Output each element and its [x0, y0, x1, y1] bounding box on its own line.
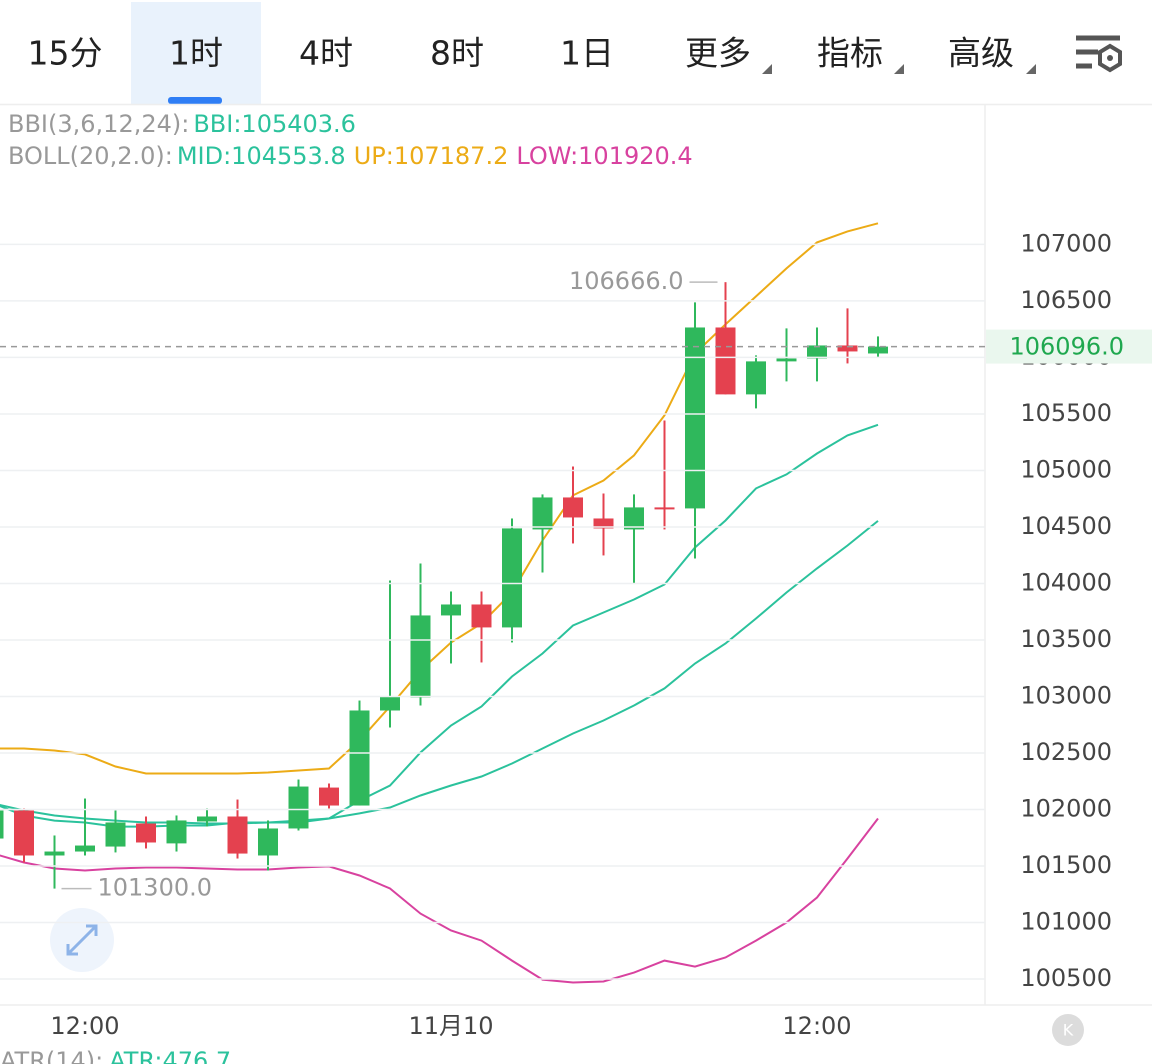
footer-indicator-value: ATR:476.7	[109, 1047, 231, 1064]
x-tick-label: 12:00	[782, 1012, 851, 1040]
selected-tab-indicator	[168, 97, 222, 104]
indicator-value: MID:104553.8	[177, 142, 346, 170]
indicator-label: BBI(3,6,12,24):	[8, 110, 189, 138]
candle-body	[471, 604, 492, 628]
candle-body	[166, 820, 187, 844]
indicator-value: BBI:105403.6	[193, 110, 356, 138]
candle-body	[136, 823, 156, 843]
indicator-label: BOLL(20,2.0):	[8, 142, 173, 170]
indicator-line	[0, 520, 879, 825]
candle-body	[502, 528, 522, 628]
scroll-latest-icon: K	[1063, 1021, 1074, 1040]
dropdown-arrow	[894, 64, 904, 74]
candle-body	[380, 696, 400, 711]
x-tick-label: 11月10	[408, 1012, 493, 1040]
tab[interactable]: 高级	[948, 34, 1014, 73]
last-price-box	[986, 329, 1152, 364]
settings-icon[interactable]	[1076, 35, 1122, 73]
candle-body	[349, 710, 370, 806]
tab[interactable]: 4时	[299, 34, 353, 73]
candle-body	[441, 604, 461, 616]
indicator-line	[0, 222, 879, 775]
candle-body	[746, 361, 766, 395]
candle-body	[75, 845, 95, 852]
candle-body	[563, 497, 583, 518]
y-tick-label: 104500	[1020, 512, 1112, 540]
candle-body	[14, 810, 34, 856]
x-tick-label: 12:00	[50, 1012, 119, 1040]
candle-body	[44, 851, 65, 856]
selected-tab-bg	[131, 2, 261, 104]
candle-body	[0, 810, 4, 839]
dropdown-arrow	[1026, 64, 1036, 74]
y-tick-label: 106500	[1020, 286, 1112, 314]
candle-body	[258, 828, 278, 856]
candle-body	[532, 497, 553, 530]
y-tick-label: 107000	[1020, 229, 1112, 257]
candle-body	[227, 816, 248, 854]
candle-body	[685, 327, 705, 509]
y-tick-label: 103000	[1020, 681, 1112, 709]
max-marker-label: 106666.0	[569, 267, 684, 295]
indicator-value: LOW:101920.4	[516, 142, 692, 170]
tab[interactable]: 更多	[685, 34, 751, 73]
y-tick-label: 102500	[1020, 738, 1112, 766]
y-tick-label: 105000	[1020, 455, 1112, 483]
min-marker-label: 101300.0	[98, 874, 213, 902]
tab[interactable]: 15分	[28, 34, 103, 73]
candle-body	[288, 786, 309, 829]
y-tick-label: 101000	[1020, 908, 1112, 936]
tab[interactable]: 指标	[817, 34, 883, 73]
candle-body	[776, 358, 797, 362]
dropdown-arrow	[762, 64, 772, 74]
candle-body	[837, 345, 858, 352]
y-tick-label: 103500	[1020, 625, 1112, 653]
y-tick-label: 102000	[1020, 794, 1112, 822]
tab[interactable]: 1日	[560, 34, 614, 73]
candle-body	[868, 346, 888, 354]
last-price-label: 106096.0	[1009, 333, 1124, 361]
y-tick-label: 105500	[1020, 399, 1112, 427]
y-tick-label: 104000	[1020, 568, 1112, 596]
expand-icon	[66, 924, 98, 956]
candle-body	[197, 816, 217, 822]
footer-indicator-label: ATR(14):	[0, 1047, 103, 1064]
plot-area	[0, 222, 888, 984]
candle-body	[715, 327, 736, 395]
candle-body	[624, 507, 644, 530]
candle-body	[654, 507, 675, 510]
candle-body	[105, 822, 126, 847]
candle-body	[319, 787, 339, 806]
y-tick-label: 100500	[1020, 964, 1112, 992]
candle-body	[807, 345, 827, 359]
tab[interactable]: 1时	[169, 34, 223, 73]
candle-body	[410, 615, 431, 698]
indicator-value: UP:107187.2	[354, 142, 509, 170]
scroll-latest-button[interactable]	[1052, 1014, 1084, 1046]
candle-body	[593, 518, 614, 529]
tab[interactable]: 8时	[430, 34, 484, 73]
y-tick-label: 101500	[1020, 851, 1112, 879]
